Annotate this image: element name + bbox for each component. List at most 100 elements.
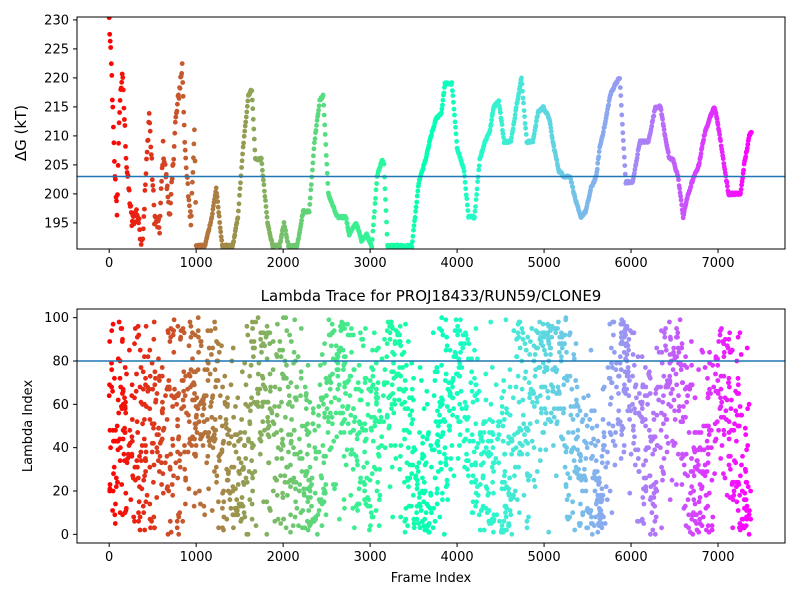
lambda-point xyxy=(730,525,736,531)
lambda-point xyxy=(188,334,194,340)
lambda-point xyxy=(577,451,583,457)
lambda-point xyxy=(406,445,411,451)
lambda-point xyxy=(267,330,273,336)
lambda-point xyxy=(414,464,420,470)
delta-g-xtick-label: 2000 xyxy=(267,256,300,271)
lambda-point xyxy=(411,525,417,531)
lambda-point xyxy=(228,505,234,511)
delta-g-point xyxy=(189,190,195,196)
lambda-point xyxy=(329,321,335,327)
lambda-point xyxy=(277,339,283,344)
lambda-point xyxy=(291,479,296,485)
delta-g-point xyxy=(239,165,245,170)
lambda-point xyxy=(214,473,220,479)
lambda-point xyxy=(322,410,327,416)
lambda-point xyxy=(294,505,300,511)
delta-g-point xyxy=(307,195,313,201)
lambda-point xyxy=(388,319,394,325)
lambda-point xyxy=(201,406,207,412)
lambda-point xyxy=(151,514,157,520)
lambda-point xyxy=(685,497,691,503)
lambda-point xyxy=(410,492,416,498)
delta-g-point xyxy=(241,133,247,139)
lambda-point xyxy=(639,516,645,522)
lambda-point xyxy=(488,401,494,407)
lambda-xtick-label: 2000 xyxy=(267,550,300,565)
delta-g-point xyxy=(147,120,153,126)
lambda-ytick-label: 20 xyxy=(52,485,69,500)
lambda-point xyxy=(302,384,308,390)
lambda-point xyxy=(575,412,580,418)
lambda-point xyxy=(491,460,497,466)
lambda-point xyxy=(687,386,693,392)
lambda-point xyxy=(626,336,632,342)
lambda-point xyxy=(582,466,587,472)
lambda-point xyxy=(258,438,264,444)
lambda-point xyxy=(748,516,754,522)
lambda-point xyxy=(367,503,373,509)
delta-g-point xyxy=(107,38,113,44)
lambda-point xyxy=(434,501,440,507)
delta-g-point xyxy=(519,75,524,81)
lambda-point xyxy=(605,365,611,370)
delta-g-point xyxy=(450,88,455,94)
lambda-point xyxy=(409,360,415,366)
lambda-point xyxy=(171,473,176,479)
lambda-point xyxy=(593,514,598,520)
lambda-point xyxy=(738,412,744,418)
lambda-ytick-label: 100 xyxy=(44,311,69,326)
lambda-point xyxy=(491,469,496,474)
lambda-point xyxy=(428,443,434,448)
delta-g-point xyxy=(463,192,469,198)
lambda-point xyxy=(398,443,404,448)
delta-g-point xyxy=(311,146,317,152)
delta-g-point xyxy=(473,197,479,203)
delta-g-point xyxy=(216,213,222,219)
lambda-point xyxy=(684,399,690,405)
lambda-point xyxy=(420,451,425,457)
delta-g-point xyxy=(414,199,420,205)
lambda-point xyxy=(239,417,245,422)
lambda-point xyxy=(312,427,318,433)
lambda-point xyxy=(685,393,690,399)
lambda-point xyxy=(409,386,415,392)
lambda-point xyxy=(715,391,721,396)
lambda-point xyxy=(515,330,521,336)
delta-g-point xyxy=(109,97,115,103)
lambda-point xyxy=(570,499,575,505)
delta-g-point xyxy=(371,222,376,228)
lambda-point xyxy=(520,443,525,448)
delta-g-point xyxy=(176,92,181,98)
lambda-point xyxy=(525,334,531,340)
lambda-point xyxy=(679,345,685,351)
delta-g-point xyxy=(464,196,470,202)
lambda-point xyxy=(709,523,715,529)
lambda-point xyxy=(734,412,740,418)
lambda-point xyxy=(334,367,340,373)
lambda-point xyxy=(694,527,700,533)
delta-g-point xyxy=(217,220,223,225)
lambda-point xyxy=(151,440,156,446)
lambda-point xyxy=(202,512,208,518)
lambda-point xyxy=(389,406,394,412)
lambda-point xyxy=(296,523,301,529)
lambda-point xyxy=(171,328,177,334)
lambda-point xyxy=(501,378,507,383)
lambda-point xyxy=(671,345,677,351)
lambda-point xyxy=(529,438,535,444)
delta-g-point xyxy=(384,219,389,225)
delta-g-point xyxy=(622,171,628,177)
lambda-point xyxy=(418,508,424,513)
lambda-point xyxy=(439,315,445,321)
delta-g-point xyxy=(676,177,681,183)
lambda-point xyxy=(689,362,694,368)
lambda-point xyxy=(559,345,565,351)
lambda-point xyxy=(522,432,527,438)
lambda-point xyxy=(573,436,579,442)
lambda-point xyxy=(113,501,118,507)
lambda-point xyxy=(729,427,734,433)
lambda-point xyxy=(681,462,687,468)
lambda-point xyxy=(422,462,428,468)
delta-g-point xyxy=(500,131,506,137)
lambda-point xyxy=(224,516,230,522)
